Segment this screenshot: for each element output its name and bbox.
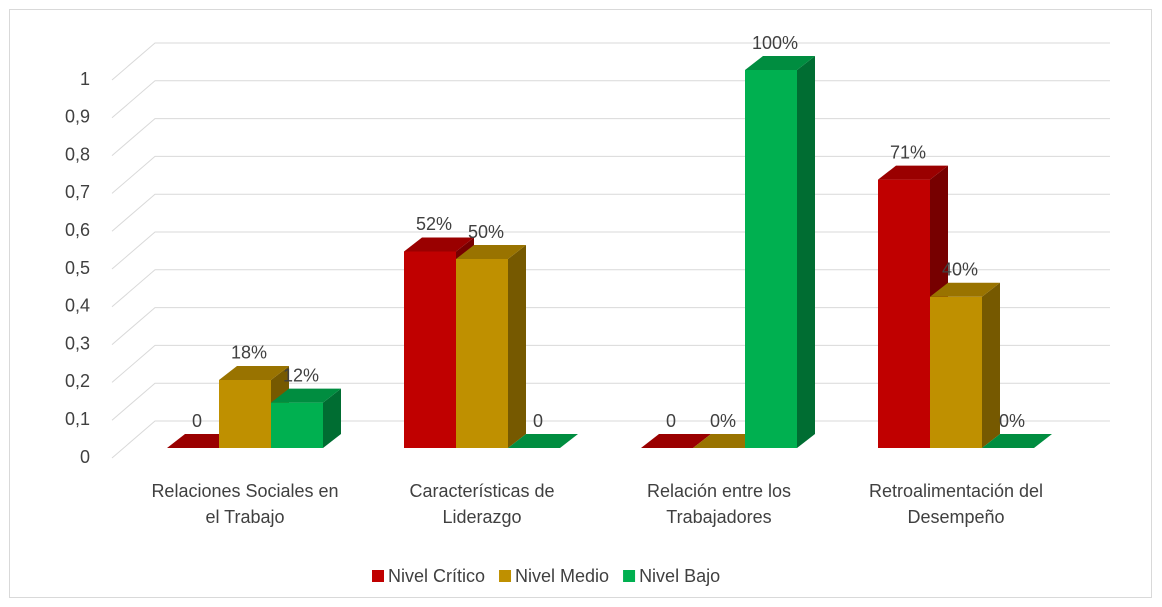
x-tick-label: Relaciones Sociales en el Trabajo	[151, 481, 339, 527]
data-label: 40%	[942, 260, 978, 280]
bar-top	[930, 282, 1000, 297]
y-tick-label: 0	[80, 447, 90, 467]
grid-line	[111, 80, 1110, 119]
y-tick-label: 0,5	[65, 258, 90, 278]
y-tick-label: 0,9	[65, 107, 90, 127]
grid-line	[111, 193, 1110, 232]
bar-top	[878, 165, 948, 180]
legend-swatch	[623, 570, 636, 582]
chart-border	[9, 9, 1152, 598]
bar-side	[508, 245, 526, 448]
bar-top	[219, 365, 289, 380]
x-tick-label: Características de Liderazgo	[409, 481, 555, 527]
y-tick-label: 0,8	[65, 144, 90, 164]
data-label: 0	[192, 411, 202, 431]
bar-top	[745, 56, 815, 70]
x-tick-label: Retroalimentación del Desempeño	[868, 481, 1044, 527]
data-label: 18%	[231, 343, 267, 363]
data-label: 50%	[468, 222, 504, 242]
y-tick-label: 0,3	[65, 333, 90, 353]
legend-swatch	[499, 570, 512, 582]
y-tick-label: 0,7	[65, 182, 90, 202]
bar-front	[878, 179, 930, 448]
data-label: 0	[666, 411, 676, 431]
legend-label: Nivel Bajo	[639, 566, 720, 586]
legend-swatch	[372, 570, 384, 582]
y-tick-label: 0,4	[65, 296, 90, 316]
y-tick-label: 0,2	[65, 371, 90, 391]
bar-side	[323, 388, 341, 448]
bar-front	[745, 70, 797, 448]
legend-label: Nivel Medio	[515, 566, 609, 586]
y-tick-label: 0,6	[65, 220, 90, 240]
data-label: 0%	[710, 411, 736, 431]
x-tick-label: Relación entre los Trabajadores	[646, 481, 792, 527]
data-label: 0	[533, 411, 543, 431]
data-label: 12%	[283, 365, 319, 385]
bar-top	[456, 245, 526, 259]
grid-line	[111, 42, 1110, 81]
bar-top	[271, 388, 341, 403]
bar-front	[456, 259, 508, 448]
bar-top	[982, 434, 1052, 448]
data-label: 52%	[416, 214, 452, 234]
bar-top	[641, 434, 711, 448]
grid-line	[111, 155, 1110, 194]
grid-line	[111, 118, 1110, 156]
bar-side	[797, 56, 815, 448]
data-label: 71%	[890, 142, 926, 162]
y-tick-label: 0,1	[65, 409, 90, 429]
y-tick-label: 1	[80, 69, 90, 89]
bar-front	[219, 379, 271, 448]
data-label: 100%	[752, 33, 798, 53]
bar-front	[271, 402, 323, 448]
data-label: 0%	[999, 411, 1025, 431]
bar-front	[930, 296, 982, 448]
legend-label: Nivel Crítico	[388, 566, 485, 586]
bar-top	[404, 237, 474, 252]
bar-top	[508, 434, 578, 448]
bar-side	[982, 282, 1000, 448]
bar-front	[404, 251, 456, 448]
